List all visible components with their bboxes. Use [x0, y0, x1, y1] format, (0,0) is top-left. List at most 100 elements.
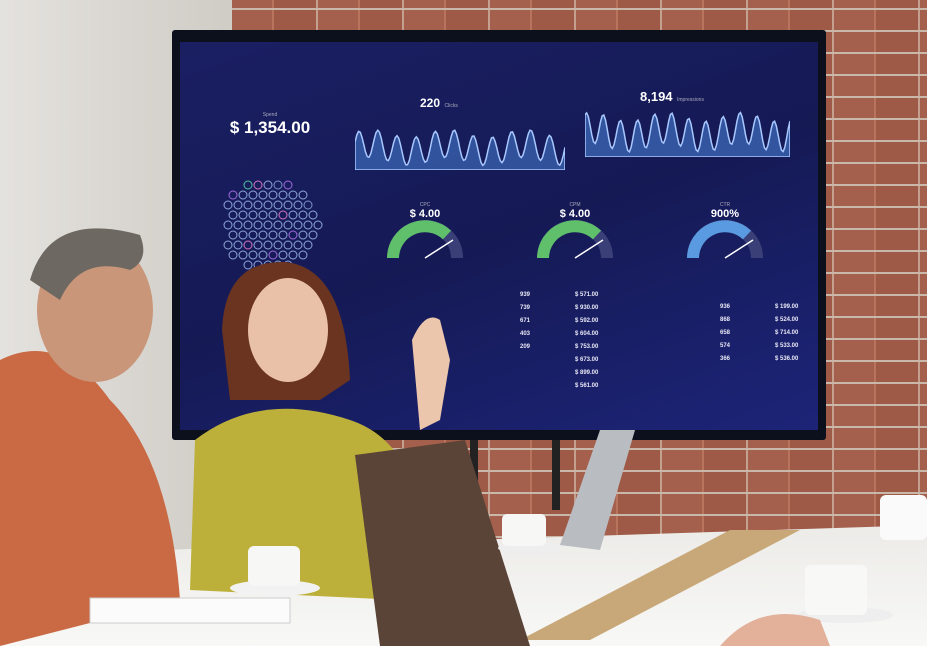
bubble — [303, 220, 313, 230]
laptop-foreground — [355, 440, 530, 646]
clicks-value: 220 — [420, 96, 441, 110]
gauge-label: CPC — [419, 202, 431, 208]
bubble — [273, 180, 283, 190]
bubble — [223, 220, 233, 230]
bubble — [273, 200, 283, 210]
impressions-widget: 8,194 Impressions — [640, 88, 704, 106]
bubble — [228, 230, 238, 240]
table-amount: $ 524.00 — [775, 317, 799, 323]
bubble — [243, 220, 253, 230]
bubble — [233, 240, 243, 250]
bubble — [293, 200, 303, 210]
spend-value: $ 1,354.00 — [229, 118, 311, 137]
bubble — [288, 210, 298, 220]
bubble — [248, 190, 258, 200]
spend-widget: Spend $ 1,354.00 — [220, 112, 320, 138]
bubble — [283, 180, 293, 190]
table-count: 366 — [720, 356, 731, 362]
clicks-widget: 220 Clicks — [420, 94, 458, 112]
bubble — [233, 220, 243, 230]
bubble — [243, 200, 253, 210]
table-amount: $ 673.00 — [575, 357, 599, 363]
bubble — [298, 210, 308, 220]
impressions-area-chart — [585, 111, 790, 157]
bubble — [238, 190, 248, 200]
coffee-cups — [230, 495, 927, 623]
gauge-arc — [687, 220, 763, 259]
impressions-series — [585, 111, 790, 157]
bubble — [258, 250, 268, 260]
impressions-label: Impressions — [677, 97, 704, 103]
clicks-series — [355, 128, 565, 170]
gauge-value: 900% — [710, 208, 740, 220]
bubble — [283, 240, 293, 250]
bubble — [223, 200, 233, 210]
bubble — [308, 210, 318, 220]
bubble — [243, 260, 253, 270]
bubble — [273, 220, 283, 230]
table-amount: $ 533.00 — [775, 343, 799, 349]
table-count: 936 — [720, 304, 731, 310]
bubble — [263, 240, 273, 250]
bubble — [263, 220, 273, 230]
bubble — [298, 190, 308, 200]
bubble — [303, 240, 313, 250]
gauge-widget: CPM $ 4.00 — [535, 202, 615, 265]
table-count: 403 — [520, 331, 531, 337]
table-count: 574 — [720, 343, 731, 349]
bubble — [233, 200, 243, 210]
bubble — [223, 240, 233, 250]
bubble — [238, 250, 248, 260]
bubble — [243, 180, 253, 190]
tv-monitor: Spend $ 1,354.00 220 Clicks 8,194 Impres… — [172, 30, 826, 440]
bubble — [288, 190, 298, 200]
gauge-value: $ 4.00 — [559, 208, 591, 220]
bubble — [268, 210, 278, 220]
table-count: 658 — [720, 330, 731, 336]
bubble — [313, 220, 323, 230]
impressions-value: 8,194 — [640, 89, 673, 104]
spend-label: Spend — [262, 112, 278, 118]
bubble — [243, 240, 253, 250]
table-amount: $ 199.00 — [775, 304, 799, 310]
bubble — [288, 250, 298, 260]
bubble — [248, 230, 258, 240]
table-amount: $ 930.00 — [575, 305, 599, 311]
table-mid: 939 739 671 403 209 $ 571.00 $ 930.00 $ 592.00 $… — [520, 292, 630, 412]
clicks-label: Clicks — [444, 103, 458, 109]
bubble — [228, 210, 238, 220]
bubble — [253, 200, 263, 210]
table-amount: $ 604.00 — [575, 331, 599, 337]
table-count: 868 — [720, 317, 731, 323]
bubble — [293, 240, 303, 250]
table-amount: $ 536.00 — [775, 356, 799, 362]
bubble — [253, 180, 263, 190]
bubble — [298, 250, 308, 260]
bubble — [278, 190, 288, 200]
table-count: 939 — [520, 292, 531, 298]
table-right: 936 868 658 574 366 $ 199.00 $ 524.00 $ 714.00 $… — [720, 304, 818, 394]
table-count: 671 — [520, 318, 531, 324]
gauge-label: CPM — [569, 202, 581, 208]
bubble — [263, 180, 273, 190]
bubble — [258, 210, 268, 220]
hand-foreground — [720, 613, 830, 646]
bubble — [293, 220, 303, 230]
bubble — [268, 250, 278, 260]
bubble — [283, 220, 293, 230]
laptop-back — [560, 430, 635, 550]
bubble — [258, 190, 268, 200]
bubble — [253, 240, 263, 250]
gauge-arc — [387, 220, 463, 259]
gauge-widget: CTR 900% — [685, 202, 765, 265]
bubble — [273, 240, 283, 250]
bubble — [308, 230, 318, 240]
bubble — [278, 230, 288, 240]
bubble — [283, 200, 293, 210]
bubble — [288, 230, 298, 240]
gauge-label: CTR — [719, 202, 731, 208]
bubble — [298, 230, 308, 240]
bubble — [303, 200, 313, 210]
table-count: 739 — [520, 305, 531, 311]
